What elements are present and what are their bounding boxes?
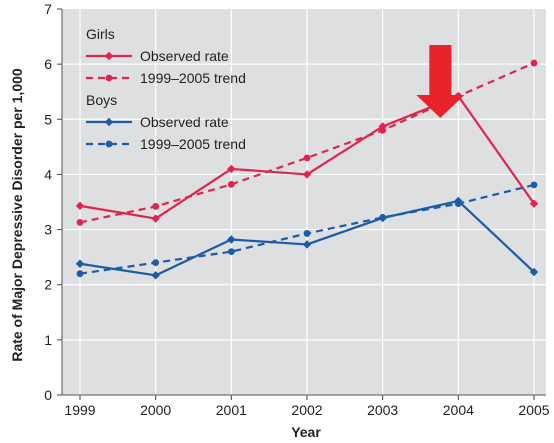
data-point (227, 180, 235, 188)
x-tick-label: 1999 (64, 402, 95, 418)
legend-marker (105, 74, 113, 82)
x-tick-label: 2001 (216, 402, 247, 418)
data-point (454, 200, 462, 208)
legend-entry-label: Observed rate (140, 114, 229, 130)
y-tick-label: 4 (44, 166, 52, 182)
legend-marker (104, 117, 114, 127)
x-tick-label: 2002 (291, 402, 322, 418)
y-tick-label: 1 (44, 332, 52, 348)
x-tick-label: 2000 (140, 402, 171, 418)
data-point (302, 240, 312, 249)
y-tick-label: 5 (44, 111, 52, 127)
data-point (530, 181, 538, 189)
legend-group-title: Girls (86, 26, 115, 42)
x-tick-label: 2003 (367, 402, 398, 418)
data-point (227, 248, 235, 256)
data-point (529, 267, 539, 277)
legend-marker (104, 51, 114, 61)
y-tick-label: 2 (44, 277, 52, 293)
x-tick-label: 2004 (443, 402, 474, 418)
legend-marker (105, 140, 113, 148)
data-point (227, 164, 236, 174)
legend-entry-label: 1999–2005 trend (140, 70, 246, 86)
axes: 0 1 2 3 4 5 6 7 1999 2000 2001 2002 2003 2004 2005 (44, 1, 550, 418)
data-point (303, 154, 311, 162)
y-tick-label: 3 (44, 222, 52, 238)
data-point (76, 270, 84, 278)
y-tick-label: 7 (44, 1, 52, 17)
x-axis-label: Year (291, 424, 321, 440)
y-axis-label: Rate of Major Depressive Disorder per 1,… (9, 68, 25, 362)
data-point (302, 170, 312, 179)
legend-group-title: Boys (86, 92, 117, 108)
down-arrow-icon (416, 45, 465, 118)
data-point (151, 214, 160, 223)
data-point (227, 235, 236, 244)
series-boys-dashed (76, 181, 538, 278)
data-point (75, 201, 85, 211)
data-point (379, 214, 387, 221)
data-point (152, 203, 160, 210)
plot-area (62, 9, 546, 395)
legend: Girls Observed rate 1999–2005 trend Boys Obs… (86, 26, 246, 152)
data-point (151, 271, 160, 280)
data-point (76, 219, 84, 226)
data-point (303, 230, 311, 237)
annotation-layer (416, 45, 465, 118)
data-point (75, 259, 85, 268)
x-tick-label: 2005 (518, 402, 549, 418)
legend-entry-label: Observed rate (140, 48, 229, 64)
legend-entry-label: 1999–2005 trend (140, 136, 246, 152)
data-point (530, 59, 538, 67)
data-point (152, 259, 160, 267)
data-point (529, 199, 539, 208)
y-tick-label: 6 (44, 56, 52, 72)
data-point (379, 126, 387, 134)
y-tick-label: 0 (44, 387, 52, 403)
